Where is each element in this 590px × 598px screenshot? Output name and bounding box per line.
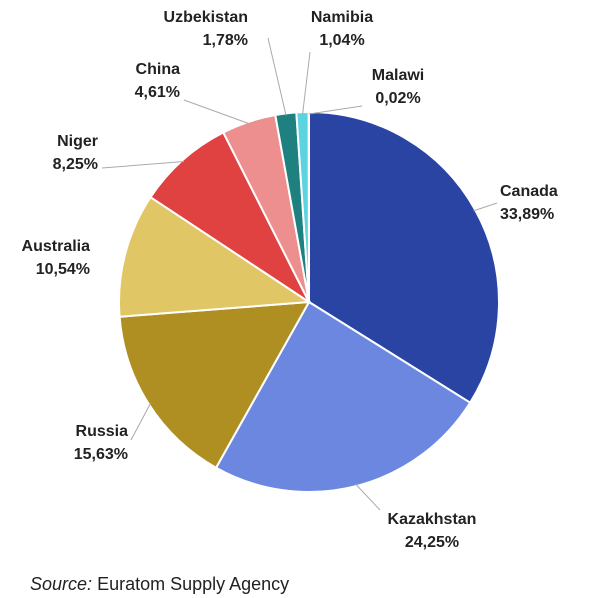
source: Euratom Supply Agency	[97, 574, 290, 594]
leader-line	[183, 99, 250, 125]
slice-label: China	[136, 61, 181, 78]
pie-slice	[118, 300, 311, 470]
leader-line	[267, 37, 287, 116]
pie-slice	[149, 131, 312, 305]
leader-line	[473, 202, 498, 212]
slice-label: Canada	[500, 183, 558, 200]
leader-line	[130, 403, 152, 441]
slice-value: 0,02%	[375, 90, 420, 107]
slice-value: 10,54%	[36, 261, 90, 278]
chart: Canada 33,89% Kazakhstan 24,25% Russia 15,63%…	[22, 9, 558, 551]
slice-label: Russia	[76, 423, 129, 440]
pie-slice	[214, 300, 472, 493]
slice-value: 8,25%	[53, 156, 98, 173]
leader-line	[101, 161, 185, 169]
slice-value: 15,63%	[74, 446, 128, 463]
slice-label: Niger	[57, 133, 98, 150]
slice-value: 1,78%	[203, 32, 248, 49]
slice-value: 1,04%	[319, 32, 364, 49]
slice-label: Malawi	[372, 67, 424, 84]
leader-line	[355, 483, 381, 511]
slice-label: Uzbekistan	[164, 9, 248, 26]
slice-label: Kazakhstan	[388, 511, 477, 528]
leader-line	[308, 105, 363, 115]
slice-label: Namibia	[311, 9, 373, 26]
slice-label: Australia	[22, 238, 91, 255]
slice-value: 24,25%	[405, 534, 459, 551]
slice-value: 33,89%	[500, 206, 554, 223]
pie-slice	[118, 195, 312, 318]
source-note: Source: Euratom Supply Agency	[30, 574, 289, 595]
leader-line	[302, 51, 311, 115]
source-label: Source:	[30, 574, 93, 594]
slice-value: 4,61%	[135, 84, 180, 101]
